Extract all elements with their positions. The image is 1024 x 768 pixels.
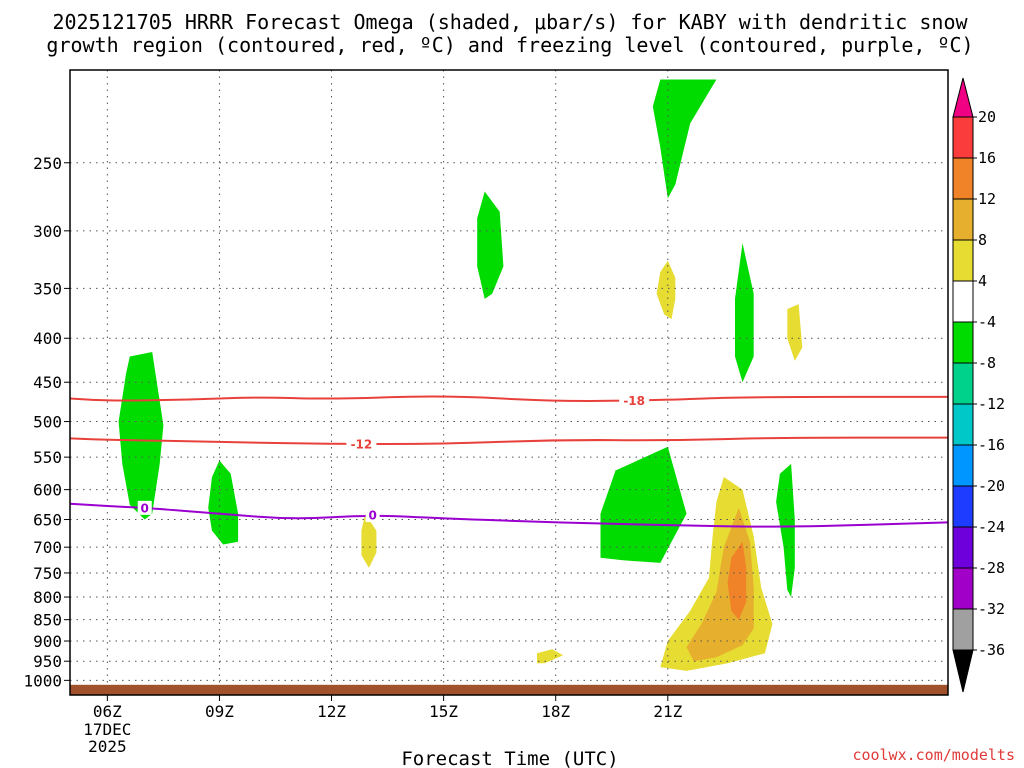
y-axis-labels: 250 300 350 400 450 500 550 600 650 700 750 800 850 9… xyxy=(23,154,62,691)
xtick-label-18Z: 18Z xyxy=(541,702,570,721)
omega-region-8 xyxy=(656,260,676,320)
colorbar-label-8: 8 xyxy=(978,231,987,249)
contour-line-1 xyxy=(69,436,948,446)
omega-region-6 xyxy=(776,463,795,597)
ytick-label-400: 400 xyxy=(33,329,62,348)
contour-line-0 xyxy=(69,395,948,402)
contour-label-bg-1-0 xyxy=(346,437,377,452)
x-date-label-0: 17DEC xyxy=(83,720,131,739)
colorbar-bin-5 xyxy=(952,444,974,487)
colorbar-bin-9 xyxy=(952,280,974,323)
colorbar-label--12: -12 xyxy=(978,395,1005,413)
colorbar-label--28: -28 xyxy=(978,559,1005,577)
contour-label-2-0: 0 xyxy=(141,501,149,515)
x-date-label-1: 2025 xyxy=(88,737,127,756)
colorbar-bin-13 xyxy=(952,116,974,159)
contours: -18 -12 0 0 xyxy=(69,393,949,528)
ytick-label-550: 550 xyxy=(33,448,62,467)
contour-label-bg-2-1 xyxy=(365,508,380,523)
colorbar-bottom-tip xyxy=(952,649,974,693)
colorbar-label--8: -8 xyxy=(978,354,996,372)
ytick-label-300: 300 xyxy=(33,222,62,241)
colorbar-bin-4 xyxy=(952,485,974,528)
colorbar-bin-10 xyxy=(952,239,974,282)
ytick-label-1000: 1000 xyxy=(23,671,62,690)
chart-title-line2: growth region (contoured, red, ºC) and f… xyxy=(46,33,973,57)
ytick-label-600: 600 xyxy=(33,481,62,500)
omega-region-13 xyxy=(727,541,747,620)
colorbar-label--16: -16 xyxy=(978,436,1005,454)
grid xyxy=(64,70,948,701)
colorbar-label-16: 16 xyxy=(978,149,996,167)
xtick-label-21Z: 21Z xyxy=(653,702,682,721)
ytick-label-250: 250 xyxy=(33,154,62,173)
xtick-label-15Z: 15Z xyxy=(429,702,458,721)
ytick-label-500: 500 xyxy=(33,413,62,432)
colorbar-label--20: -20 xyxy=(978,477,1005,495)
chart-title-line1: 2025121705 HRRR Forecast Omega (shaded, … xyxy=(52,10,968,34)
ytick-label-350: 350 xyxy=(33,279,62,298)
omega-region-5 xyxy=(735,243,754,383)
colorbar-bin-8 xyxy=(952,321,974,364)
colorbar-label--36: -36 xyxy=(978,641,1005,659)
colorbar-bin-12 xyxy=(952,157,974,200)
contour-line-2 xyxy=(69,502,949,528)
ytick-label-450: 450 xyxy=(33,373,62,392)
colorbar-bin-3 xyxy=(952,526,974,569)
x-axis-title: Forecast Time (UTC) xyxy=(401,748,618,768)
omega-region-12 xyxy=(686,507,754,662)
colorbar-bin-11 xyxy=(952,198,974,241)
contour-label-bg-0-0 xyxy=(619,393,650,408)
colorbar-label--24: -24 xyxy=(978,518,1005,536)
colorbar-label--32: -32 xyxy=(978,600,1005,618)
xtick-label-06Z: 06Z xyxy=(93,702,122,721)
omega-region-10 xyxy=(787,304,803,361)
contour-label-1-0: -12 xyxy=(351,438,373,452)
colorbar-label--4: -4 xyxy=(978,313,996,331)
ytick-label-950: 950 xyxy=(33,652,62,671)
colorbar-bin-1 xyxy=(952,608,974,651)
ytick-label-850: 850 xyxy=(33,611,62,630)
colorbar-label-20: 20 xyxy=(978,108,996,126)
omega-shading xyxy=(118,79,803,671)
ytick-label-700: 700 xyxy=(33,538,62,557)
omega-region-1 xyxy=(208,460,239,545)
omega-region-7 xyxy=(361,513,377,568)
ytick-label-750: 750 xyxy=(33,564,62,583)
colorbar-bin-7 xyxy=(952,362,974,405)
contour-label-2-1: 0 xyxy=(368,509,376,523)
omega-region-4 xyxy=(652,79,717,199)
contour-label-bg-2-0 xyxy=(137,500,152,515)
colorbar-bin-6 xyxy=(952,403,974,446)
omega-region-0 xyxy=(118,352,164,520)
omega-region-2 xyxy=(477,191,504,299)
colorbar-label-12: 12 xyxy=(978,190,996,208)
ground-band xyxy=(70,684,948,695)
xtick-label-12Z: 12Z xyxy=(317,702,346,721)
colorbar-top-tip xyxy=(952,77,974,118)
omega-region-9 xyxy=(537,649,564,664)
credit-link[interactable]: coolwx.com/modelts xyxy=(852,746,1015,764)
colorbar-legend: -36 -32 -28 -24 -20 -16 -12 -8 -4 4 8 12 16 20 xyxy=(952,77,1005,693)
plot-frame xyxy=(69,69,949,696)
ytick-label-650: 650 xyxy=(33,511,62,530)
ytick-label-800: 800 xyxy=(33,588,62,607)
colorbar-label-4: 4 xyxy=(978,272,987,290)
colorbar-bin-2 xyxy=(952,567,974,610)
ytick-label-900: 900 xyxy=(33,632,62,651)
omega-region-3 xyxy=(600,446,687,563)
xtick-label-09Z: 09Z xyxy=(205,702,234,721)
contour-label-0-0: -18 xyxy=(623,394,645,408)
